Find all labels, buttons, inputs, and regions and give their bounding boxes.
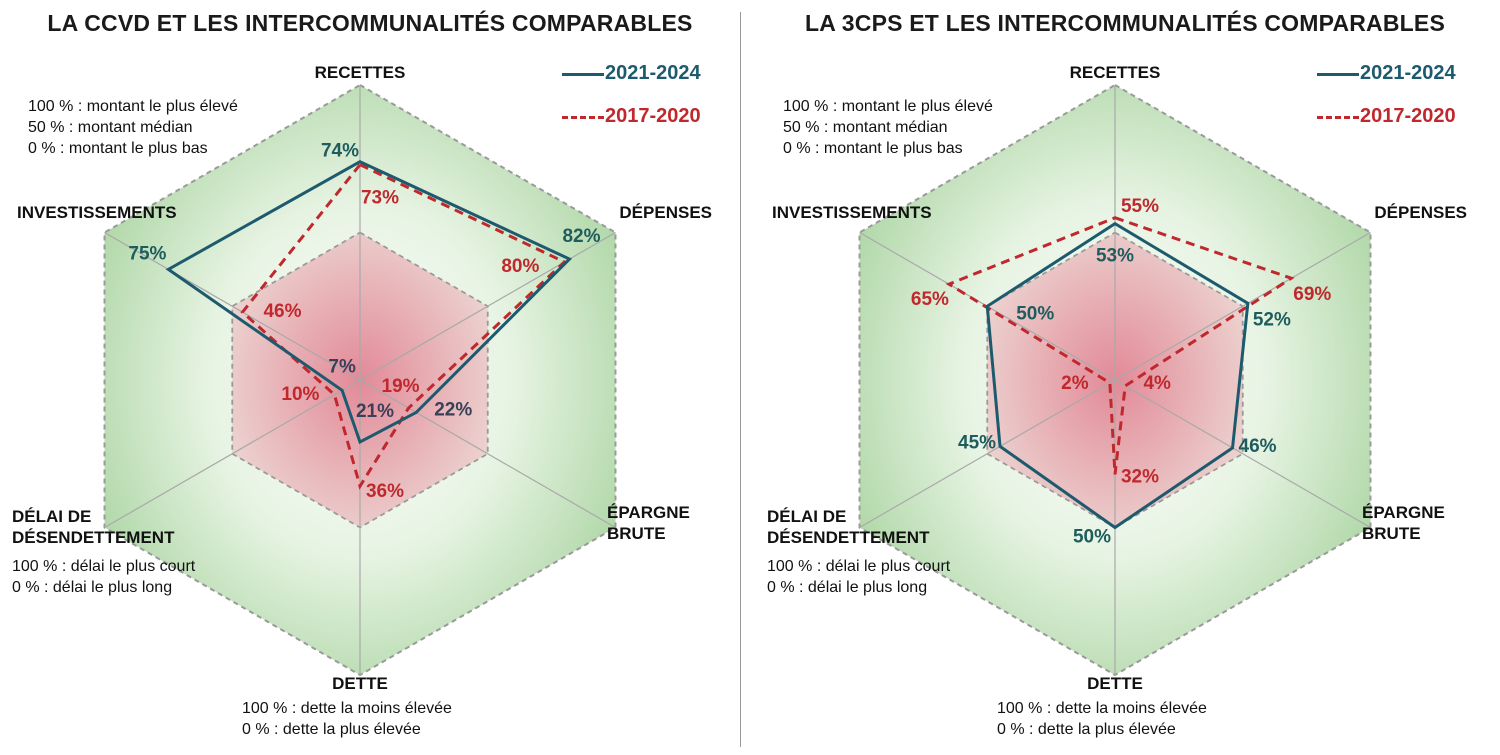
series-line-2017-2020 bbox=[240, 162, 568, 490]
data-label-2021-2024: 53% bbox=[1096, 246, 1134, 267]
legend-line-2021-2024 bbox=[562, 73, 604, 76]
note-line: 0 % : délai le plus long bbox=[767, 579, 928, 596]
note-delai: 100 % : délai le plus court 0 % : délai … bbox=[767, 556, 950, 598]
radar-chart: 53% 52% 46% 50% 45% 50% 55% 69% 4% 32% 2% 65% bbox=[858, 83, 1372, 677]
axis-label-dette: DETTE bbox=[332, 674, 388, 693]
data-label-2021-2024: 82% bbox=[562, 226, 600, 247]
axis-label-recettes: RECETTES bbox=[1069, 63, 1161, 82]
note-delai: 100 % : délai le plus court 0 % : délai … bbox=[12, 556, 195, 598]
data-label-2021-2024: 52% bbox=[1253, 309, 1291, 330]
axis-label-delai-line1: DÉLAI DE bbox=[767, 507, 847, 526]
legend-line-2021-2024 bbox=[1317, 73, 1359, 76]
axis-label-epargne-line1: ÉPARGNE bbox=[1362, 503, 1445, 522]
legend-label-2017-2020: 2017-2020 bbox=[605, 105, 701, 127]
axis-label-investissements: INVESTISSEMENTS bbox=[17, 203, 177, 222]
note-line: 100 % : dette la moins élevée bbox=[997, 700, 1207, 717]
note-line: 100 % : délai le plus court bbox=[12, 558, 196, 575]
data-label-2021-2024: 74% bbox=[321, 141, 359, 162]
radar-chart: 74% 82% 22% 21% 7% 75% 73% 80% 19% 36% 10% 46% bbox=[103, 83, 617, 677]
note-line: 100 % : dette la moins élevée bbox=[242, 700, 452, 717]
note-line: 0 % : dette la plus élevée bbox=[242, 721, 421, 738]
data-label-2017-2020: 4% bbox=[1143, 373, 1171, 394]
series-line-2017-2020 bbox=[945, 216, 1295, 475]
axis-label-epargne: ÉPARGNE BRUTE bbox=[1362, 502, 1445, 544]
data-label-2017-2020: 73% bbox=[361, 188, 399, 209]
chart-title: LA 3CPS ET LES INTERCOMMUNALITÉS COMPARA… bbox=[804, 10, 1446, 36]
note-line: 50 % : montant médian bbox=[783, 119, 948, 136]
axis-label-epargne-line2: BRUTE bbox=[1362, 524, 1421, 543]
data-label-2021-2024: 21% bbox=[356, 401, 394, 422]
axis-label-delai: DÉLAI DE DÉSENDETTEMENT bbox=[12, 506, 174, 548]
axis-spoke bbox=[359, 379, 616, 529]
axis-label-epargne: ÉPARGNE BRUTE bbox=[607, 502, 690, 544]
axis-label-investissements: INVESTISSEMENTS bbox=[772, 203, 932, 222]
data-label-2017-2020: 80% bbox=[501, 256, 539, 277]
axis-label-delai-line1: DÉLAI DE bbox=[12, 507, 92, 526]
axis-spoke bbox=[104, 231, 361, 381]
axis-label-delai-line2: DÉSENDETTEMENT bbox=[767, 528, 930, 547]
note-recettes: 100 % : montant le plus élevé 50 % : mon… bbox=[783, 96, 993, 159]
note-line: 0 % : dette la plus élevée bbox=[997, 721, 1176, 738]
radar-panel-ccvd: LA CCVD ET LES INTERCOMMUNALITÉS COMPARA… bbox=[0, 0, 740, 755]
axis-label-recettes: RECETTES bbox=[314, 63, 406, 82]
note-line: 0 % : montant le plus bas bbox=[28, 140, 208, 157]
axis-label-depenses: DÉPENSES bbox=[619, 203, 712, 222]
data-label-2017-2020: 69% bbox=[1293, 284, 1331, 305]
axis-spoke bbox=[859, 379, 1116, 529]
note-line: 100 % : délai le plus court bbox=[767, 558, 951, 575]
note-dette: 100 % : dette la moins élevée 0 % : dett… bbox=[242, 698, 452, 740]
note-recettes: 100 % : montant le plus élevé 50 % : mon… bbox=[28, 96, 238, 159]
data-label-2017-2020: 2% bbox=[1061, 373, 1089, 394]
data-label-2017-2020: 46% bbox=[263, 301, 301, 322]
axis-spoke bbox=[1114, 231, 1371, 381]
radar-panel-3cps: LA 3CPS ET LES INTERCOMMUNALITÉS COMPARA… bbox=[755, 0, 1495, 755]
data-label-2017-2020: 36% bbox=[366, 481, 404, 502]
data-label-2021-2024: 22% bbox=[434, 399, 472, 420]
data-label-2017-2020: 65% bbox=[911, 289, 949, 310]
data-label-2017-2020: 19% bbox=[382, 376, 420, 397]
legend-label-2021-2024: 2021-2024 bbox=[1360, 62, 1456, 84]
axis-label-delai: DÉLAI DE DÉSENDETTEMENT bbox=[767, 506, 929, 548]
note-line: 0 % : montant le plus bas bbox=[783, 140, 963, 157]
data-label-2021-2024: 50% bbox=[1073, 527, 1111, 548]
axis-label-depenses: DÉPENSES bbox=[1374, 203, 1467, 222]
legend-label-2021-2024: 2021-2024 bbox=[605, 62, 701, 84]
data-label-2021-2024: 75% bbox=[128, 243, 166, 264]
axis-label-delai-line2: DÉSENDETTEMENT bbox=[12, 528, 175, 547]
axis-spoke bbox=[1114, 379, 1371, 529]
legend-line-2017-2020 bbox=[1317, 116, 1359, 119]
note-line: 50 % : montant médian bbox=[28, 119, 193, 136]
panel-divider bbox=[740, 12, 741, 747]
series-line-2021-2024 bbox=[985, 221, 1250, 530]
chart-title: LA CCVD ET LES INTERCOMMUNALITÉS COMPARA… bbox=[47, 10, 693, 36]
axis-label-epargne-line2: BRUTE bbox=[607, 524, 666, 543]
legend-label-2017-2020: 2017-2020 bbox=[1360, 105, 1456, 127]
data-label-2017-2020: 32% bbox=[1121, 466, 1159, 487]
data-label-2021-2024: 46% bbox=[1239, 436, 1277, 457]
data-label-2021-2024: 45% bbox=[958, 432, 996, 453]
legend-line-2017-2020 bbox=[562, 116, 604, 119]
data-label-2017-2020: 10% bbox=[281, 384, 319, 405]
axis-spoke bbox=[359, 231, 616, 381]
note-line: 100 % : montant le plus élevé bbox=[783, 98, 993, 115]
note-line: 0 % : délai le plus long bbox=[12, 579, 173, 596]
axis-spoke bbox=[104, 379, 361, 529]
axis-label-epargne-line1: ÉPARGNE bbox=[607, 503, 690, 522]
data-label-2021-2024: 7% bbox=[328, 356, 356, 377]
note-line: 100 % : montant le plus élevé bbox=[28, 98, 238, 115]
data-label-2021-2024: 50% bbox=[1016, 303, 1054, 324]
series-line-2021-2024 bbox=[165, 160, 573, 445]
axis-label-dette: DETTE bbox=[1087, 674, 1143, 693]
data-label-2017-2020: 55% bbox=[1121, 196, 1159, 217]
note-dette: 100 % : dette la moins élevée 0 % : dett… bbox=[997, 698, 1207, 740]
